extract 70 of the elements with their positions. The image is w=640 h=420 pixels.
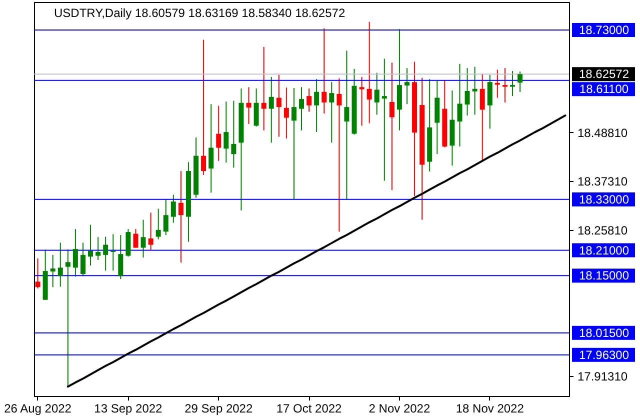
candlestick [140, 219, 146, 258]
candlestick [103, 236, 108, 272]
candlestick [382, 58, 387, 182]
y-tick-label: 17.91310 [578, 370, 628, 384]
candlestick [366, 21, 372, 124]
candlestick [336, 78, 342, 232]
x-tick-label: 2 Nov 2022 [368, 402, 430, 416]
candlestick [322, 28, 327, 114]
candlestick [118, 234, 124, 280]
candlestick [404, 68, 410, 105]
candlestick [170, 194, 176, 224]
candlestick [314, 78, 320, 133]
candlestick [299, 86, 304, 131]
ref-line-label: 18.73000 [578, 22, 630, 37]
ref-line-label: 18.15000 [578, 268, 630, 283]
candlestick [284, 87, 289, 139]
candlestick [246, 86, 252, 125]
ref-line-label: 18.21000 [578, 243, 630, 258]
candlestick [88, 224, 94, 266]
candlestick [291, 88, 296, 200]
candlestick [472, 66, 478, 116]
candlestick [464, 68, 470, 116]
ref-line-label: 18.61100 [579, 82, 629, 96]
candlestick [329, 82, 334, 144]
candlestick [487, 74, 492, 130]
candlestick [306, 88, 312, 112]
line-series [66, 114, 566, 388]
ref-line-label: 18.01500 [578, 326, 630, 340]
candlestick [374, 72, 380, 116]
x-tick-label: 13 Sep 2022 [94, 402, 163, 416]
candlestick [163, 198, 168, 236]
candlestick [35, 258, 40, 289]
ref-line-label: 18.62572 [578, 67, 630, 82]
candlestick [359, 76, 364, 126]
y-tick-label: 18.37310 [578, 174, 628, 189]
candlestick [110, 234, 116, 272]
x-tick-label: 29 Sep 2022 [184, 402, 253, 416]
chart-title: USDTRY,Daily 18.60579 18.63169 18.58340 18.62572 [54, 6, 346, 20]
candlestick [156, 208, 161, 240]
candlestick [216, 105, 222, 162]
candlestick [389, 62, 394, 191]
candlestick [126, 228, 131, 258]
x-tick-label: 18 Nov 2022 [456, 402, 524, 416]
candlestick [480, 73, 485, 162]
candlestick [201, 39, 206, 176]
candlestick [96, 236, 101, 261]
candlestick [208, 104, 214, 194]
candlestick [268, 76, 274, 144]
candlestick [65, 248, 70, 388]
candlestick [276, 74, 282, 138]
candlestick [148, 212, 154, 250]
candlestick [178, 170, 184, 264]
candlestick [58, 242, 63, 288]
x-tick-label: 17 Oct 2022 [276, 402, 342, 416]
candlestick [72, 228, 78, 278]
candlestick [133, 228, 138, 248]
candlestick [231, 100, 236, 168]
candlestick [344, 50, 350, 200]
y-tick-label: 18.48810 [578, 126, 628, 140]
y-tick-label: 18.25810 [578, 223, 628, 238]
candlestick [80, 242, 86, 277]
ref-line-label: 18.33000 [578, 192, 630, 206]
candlestick [50, 254, 56, 288]
candlestick [254, 88, 259, 128]
x-tick-label: 26 Aug 2022 [4, 402, 72, 416]
ref-line-label: 17.96300 [578, 348, 630, 362]
candlestick [457, 63, 462, 147]
candlestick [518, 71, 523, 93]
candlestick [261, 46, 266, 131]
candlestick [224, 101, 229, 164]
